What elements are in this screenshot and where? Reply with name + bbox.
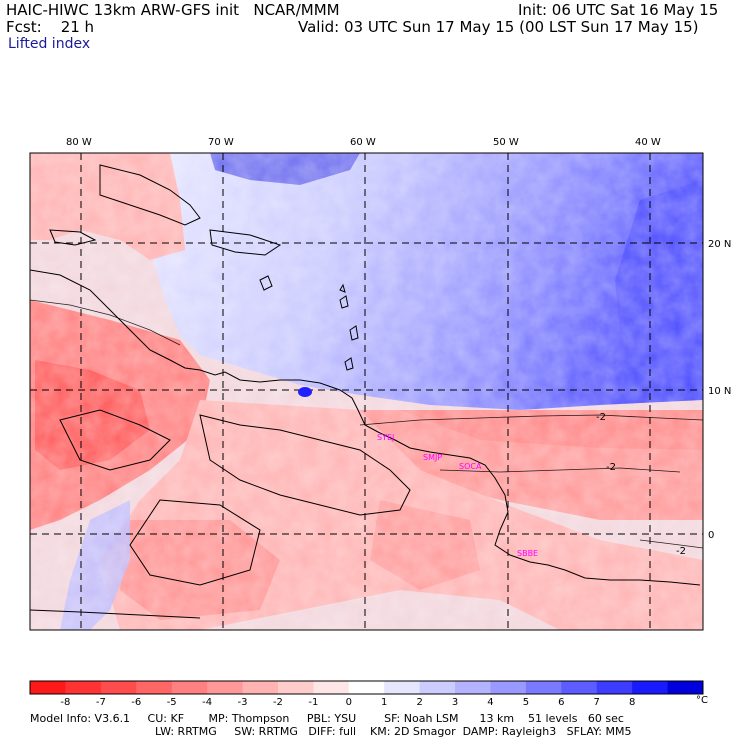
colorbar-swatch (384, 681, 420, 694)
station-label: SOCA (459, 462, 482, 471)
contour-label: -2 (606, 462, 616, 473)
footer-model-info: Model Info: V3.6.1 CU: KF MP: Thompson P… (30, 712, 624, 725)
colorbar-swatch (136, 681, 172, 694)
colorbar-swatch (313, 681, 349, 694)
colorbar-swatch (172, 681, 208, 694)
lat-label: 10 N (708, 386, 731, 397)
colorbar-swatch (30, 681, 66, 694)
colorbar-swatch (490, 681, 526, 694)
colorbar-tick-label: 3 (452, 697, 458, 708)
colorbar-tick-label: 6 (558, 697, 564, 708)
lat-label: 20 N (708, 239, 731, 250)
field-maximum (298, 387, 312, 397)
colorbar-swatch (632, 681, 668, 694)
colorbar-tick-label: -2 (273, 697, 283, 708)
lon-label: 80 W (66, 137, 92, 148)
colorbar-swatch (207, 681, 243, 694)
colorbar-tick-label: 4 (487, 697, 493, 708)
footer-physics-info: LW: RRTMG SW: RRTMG DIFF: full KM: 2D Sm… (155, 725, 632, 738)
colorbar-swatch (243, 681, 279, 694)
colorbar-tick-label: -7 (96, 697, 106, 708)
colorbar-swatch (526, 681, 562, 694)
colorbar-tick-label: -4 (202, 697, 212, 708)
colorbar-tick-label: -3 (238, 697, 248, 708)
colorbar-swatch (455, 681, 491, 694)
contour-label: -2 (676, 546, 686, 557)
colorbar-tick-label: -5 (167, 697, 177, 708)
colorbar-tick-label: 0 (346, 697, 352, 708)
colorbar-swatch (349, 681, 385, 694)
station-label: SMJP (423, 453, 442, 462)
colorbar-swatch (420, 681, 456, 694)
colorbar-ticks: -8 -7 -6 -5 -4 -3 -2 -1 0 1 2 3 4 5 6 7 8 (60, 697, 635, 708)
colorbar-tick-label: 7 (594, 697, 600, 708)
colorbar-swatch (668, 681, 704, 694)
station-label: SBBE (517, 549, 538, 558)
colorbar (30, 681, 704, 694)
colorbar-tick-label: -8 (60, 697, 70, 708)
contour-label: -2 (596, 412, 606, 423)
lon-label: 40 W (635, 137, 661, 148)
colorbar-tick-label: 5 (523, 697, 529, 708)
colorbar-tick-label: 1 (381, 697, 387, 708)
lon-label: 60 W (350, 137, 376, 148)
colorbar-swatch (101, 681, 137, 694)
colorbar-unit: °C (696, 695, 708, 706)
colorbar-swatch (278, 681, 314, 694)
lon-label: 50 W (493, 137, 519, 148)
map-field: -2 -2 -2 SYEJ SMJP SOCA SBBE (30, 153, 703, 630)
colorbar-swatch (597, 681, 633, 694)
colorbar-tick-label: -1 (308, 697, 318, 708)
station-label: SYEJ (377, 433, 394, 442)
colorbar-tick-label: 2 (416, 697, 422, 708)
colorbar-swatch (561, 681, 597, 694)
lat-label: 0 (708, 530, 714, 541)
colorbar-swatch (65, 681, 101, 694)
colorbar-tick-label: -6 (131, 697, 141, 708)
lon-label: 70 W (208, 137, 234, 148)
colorbar-tick-label: 8 (629, 697, 635, 708)
